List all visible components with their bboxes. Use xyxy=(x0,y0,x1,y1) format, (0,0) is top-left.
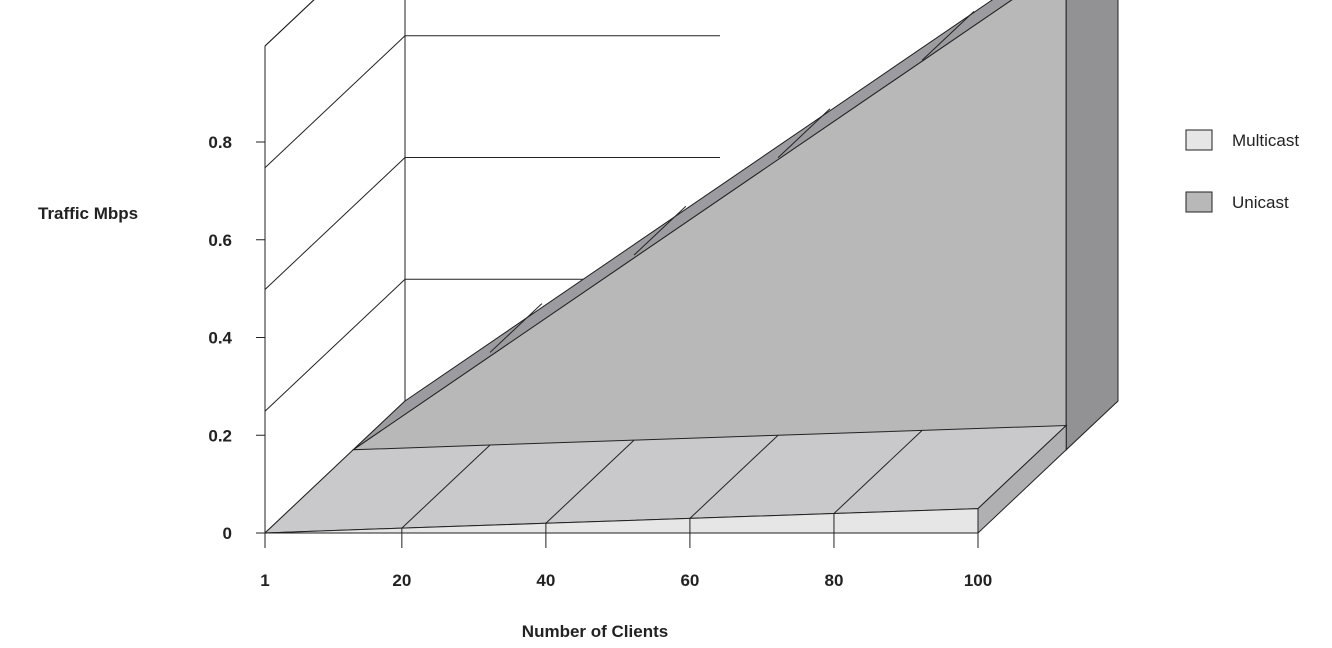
multicast-divider xyxy=(833,429,923,514)
y-tick-label: 0.8 xyxy=(208,133,232,152)
legend: Multicast Unicast xyxy=(1185,129,1299,213)
unicast-divider xyxy=(489,303,543,353)
x-tick-label: 100 xyxy=(964,571,992,590)
side-wall-grid-4 xyxy=(264,0,315,47)
unicast-divider xyxy=(921,11,975,61)
axes-layer: 0 0.2 0.4 0.6 0.8 1 20 40 60 80 100 xyxy=(208,46,992,590)
multicast-divider xyxy=(689,434,779,519)
multicast-divider xyxy=(545,439,635,524)
x-tick-label: 1 xyxy=(260,571,269,590)
side-wall-grid-3 xyxy=(264,35,406,169)
x-tick-label: 40 xyxy=(536,571,555,590)
unicast-divider xyxy=(777,108,831,159)
x-tick-label: 60 xyxy=(680,571,699,590)
x-tick-label: 20 xyxy=(392,571,411,590)
multicast-end-face xyxy=(977,424,1067,535)
unicast-front-face xyxy=(351,0,1067,451)
legend-swatch xyxy=(1185,191,1213,213)
unicast-divider xyxy=(633,205,687,256)
y-tick-label: 0.2 xyxy=(208,426,232,445)
unicast-end-face xyxy=(1065,0,1119,451)
side-wall-grid-2 xyxy=(264,157,406,290)
x-tick-label: 80 xyxy=(824,571,843,590)
legend-swatch xyxy=(1185,129,1213,151)
x-axis-label: Number of Clients xyxy=(522,622,668,641)
y-axis-label: Traffic Mbps xyxy=(38,204,138,223)
y-tick-label: 0.4 xyxy=(208,329,232,348)
side-wall-grid-1 xyxy=(264,278,406,412)
legend-label: Multicast xyxy=(1232,131,1299,150)
series-layer xyxy=(263,0,1119,535)
y-tick-label: 0.6 xyxy=(208,231,232,250)
multicast-divider xyxy=(401,444,491,529)
y-tick-label: 0 xyxy=(223,524,232,543)
side-wall-top xyxy=(264,0,315,47)
legend-label: Unicast xyxy=(1232,193,1289,212)
